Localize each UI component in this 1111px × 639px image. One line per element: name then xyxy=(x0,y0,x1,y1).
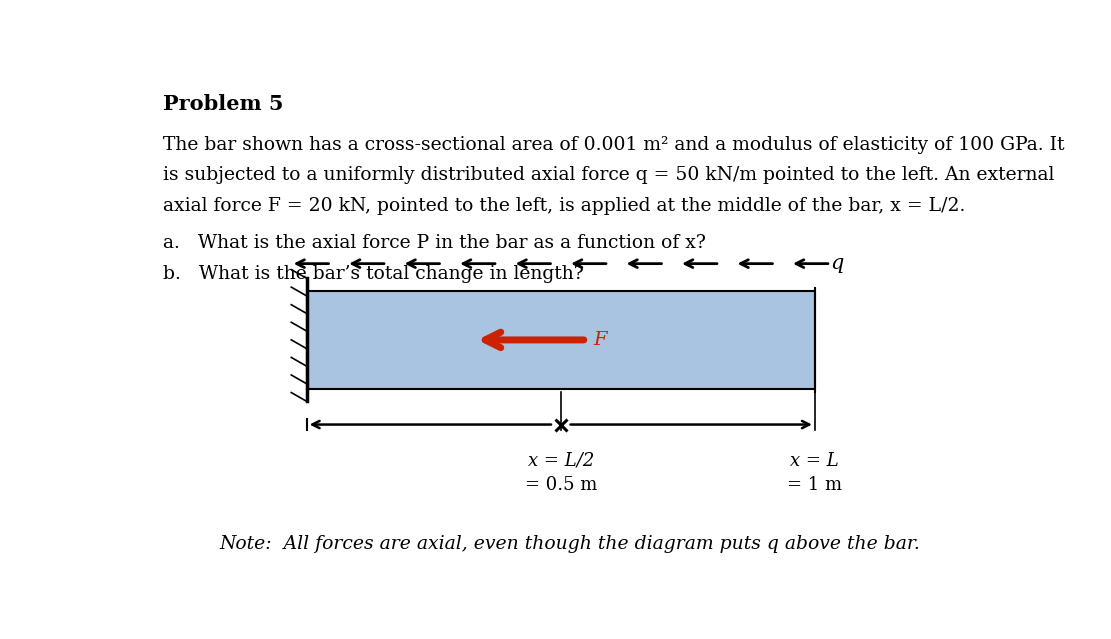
Text: axial force F = 20 kN, pointed to the left, is applied at the middle of the bar,: axial force F = 20 kN, pointed to the le… xyxy=(163,197,965,215)
Text: F: F xyxy=(593,331,607,349)
Text: q: q xyxy=(830,254,843,273)
Text: = 1 m: = 1 m xyxy=(788,476,842,494)
Text: Note:  All forces are axial, even though the diagram puts q above the bar.: Note: All forces are axial, even though … xyxy=(219,535,920,553)
Text: x = L/2: x = L/2 xyxy=(528,452,594,470)
Text: = 0.5 m: = 0.5 m xyxy=(524,476,597,494)
Text: is subjected to a uniformly distributed axial force q = 50 kN/m pointed to the l: is subjected to a uniformly distributed … xyxy=(163,166,1054,184)
Text: The bar shown has a cross-sectional area of 0.001 m² and a modulus of elasticity: The bar shown has a cross-sectional area… xyxy=(163,135,1064,154)
Text: Problem 5: Problem 5 xyxy=(163,94,283,114)
Text: a.   What is the axial force P in the bar as a function of x?: a. What is the axial force P in the bar … xyxy=(163,234,705,252)
Text: b.   What is the bar’s total change in length?: b. What is the bar’s total change in len… xyxy=(163,265,583,282)
Text: x = L: x = L xyxy=(790,452,839,470)
Bar xyxy=(307,291,814,389)
